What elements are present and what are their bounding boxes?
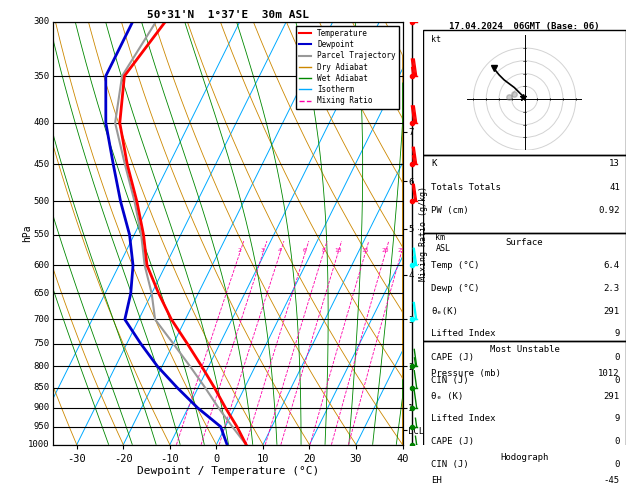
Text: θₑ(K): θₑ(K) (431, 307, 459, 316)
Text: 0: 0 (615, 460, 620, 469)
Text: Surface: Surface (506, 238, 543, 246)
Text: 9: 9 (615, 414, 620, 423)
Text: K: K (431, 159, 437, 168)
Text: 700: 700 (33, 315, 49, 324)
Text: 950: 950 (33, 422, 49, 431)
Text: 13: 13 (609, 159, 620, 168)
Text: 2.3: 2.3 (604, 284, 620, 293)
Text: 450: 450 (33, 160, 49, 169)
Text: Lifted Index: Lifted Index (431, 330, 496, 338)
Text: 20: 20 (381, 248, 389, 253)
X-axis label: Dewpoint / Temperature (°C): Dewpoint / Temperature (°C) (137, 467, 319, 476)
Text: 0: 0 (615, 353, 620, 362)
Text: 2: 2 (238, 248, 242, 253)
Text: CAPE (J): CAPE (J) (431, 437, 474, 446)
Text: Dewp (°C): Dewp (°C) (431, 284, 480, 293)
Bar (423, 449, 626, 486)
Text: 10: 10 (334, 248, 342, 253)
Text: 0: 0 (615, 376, 620, 385)
Text: 350: 350 (33, 71, 49, 81)
Text: 3: 3 (261, 248, 265, 253)
Text: 400: 400 (33, 119, 49, 127)
Text: 17.04.2024  06GMT (Base: 06): 17.04.2024 06GMT (Base: 06) (449, 22, 600, 31)
Text: 6.4: 6.4 (604, 261, 620, 270)
Text: 0.92: 0.92 (598, 206, 620, 215)
Text: θₑ (K): θₑ (K) (431, 392, 464, 401)
Text: CIN (J): CIN (J) (431, 376, 469, 385)
Legend: Temperature, Dewpoint, Parcel Trajectory, Dry Adiabat, Wet Adiabat, Isotherm, Mi: Temperature, Dewpoint, Parcel Trajectory… (296, 26, 399, 108)
Text: Mixing Ratio (g/kg): Mixing Ratio (g/kg) (420, 186, 428, 281)
Text: 300: 300 (33, 17, 49, 26)
Text: EH: EH (431, 476, 442, 486)
Text: 550: 550 (33, 230, 49, 239)
Text: 750: 750 (33, 339, 49, 348)
Text: Pressure (mb): Pressure (mb) (431, 368, 501, 378)
Text: 291: 291 (604, 307, 620, 316)
Text: 291: 291 (604, 392, 620, 401)
Text: 6: 6 (303, 248, 307, 253)
Text: 8: 8 (321, 248, 325, 253)
Text: 4: 4 (278, 248, 282, 253)
Y-axis label: km
ASL: km ASL (435, 233, 450, 253)
Text: 800: 800 (33, 362, 49, 371)
Text: 9: 9 (615, 330, 620, 338)
Bar (423, 155, 626, 233)
Text: CIN (J): CIN (J) (431, 460, 469, 469)
Text: 900: 900 (33, 403, 49, 412)
Text: Most Unstable: Most Unstable (489, 346, 560, 354)
Text: 15: 15 (362, 248, 369, 253)
Text: 0: 0 (615, 437, 620, 446)
Text: Totals Totals: Totals Totals (431, 183, 501, 191)
Text: 500: 500 (33, 197, 49, 206)
Text: PW (cm): PW (cm) (431, 206, 469, 215)
Text: 850: 850 (33, 383, 49, 392)
Text: 41: 41 (609, 183, 620, 191)
Bar (423, 233, 626, 341)
Text: Lifted Index: Lifted Index (431, 414, 496, 423)
Text: CAPE (J): CAPE (J) (431, 353, 474, 362)
Text: 1012: 1012 (598, 368, 620, 378)
Text: 650: 650 (33, 289, 49, 298)
Text: Temp (°C): Temp (°C) (431, 261, 480, 270)
Text: 25: 25 (398, 248, 405, 253)
Text: 600: 600 (33, 261, 49, 270)
Bar (423, 30, 626, 155)
Text: -45: -45 (604, 476, 620, 486)
Text: kt: kt (431, 35, 442, 44)
Text: hPa: hPa (22, 225, 32, 242)
Text: 1000: 1000 (28, 440, 49, 449)
Text: Hodograph: Hodograph (501, 453, 548, 462)
Title: 50°31'N  1°37'E  30m ASL: 50°31'N 1°37'E 30m ASL (147, 10, 309, 20)
Bar (423, 341, 626, 449)
